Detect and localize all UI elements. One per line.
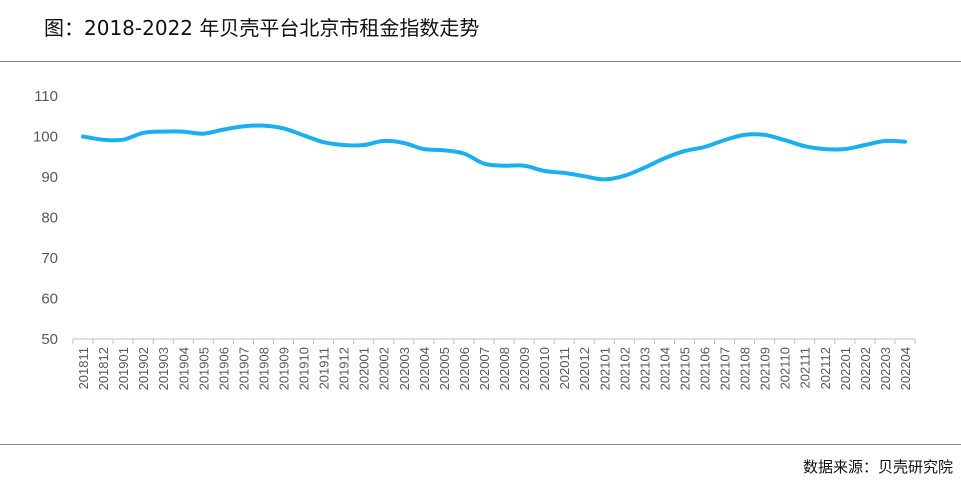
x-tick-label: 201906 xyxy=(216,347,231,390)
y-tick-label: 80 xyxy=(41,210,58,227)
x-tick-label: 201903 xyxy=(156,347,171,390)
x-tick-label: 202003 xyxy=(397,347,412,390)
x-tick-label: 202001 xyxy=(357,347,372,390)
x-tick-label: 202202 xyxy=(858,347,873,390)
x-tick-label: 201904 xyxy=(176,347,191,390)
x-tick-label: 202009 xyxy=(517,347,532,390)
bottom-divider xyxy=(0,444,961,445)
x-tick-label: 202012 xyxy=(577,347,592,390)
y-tick-label: 50 xyxy=(41,331,58,348)
chart-title: 图：2018-2022 年贝壳平台北京市租金指数走势 xyxy=(44,16,480,40)
x-tick-label: 202002 xyxy=(377,347,392,390)
x-tick-label: 202108 xyxy=(738,347,753,390)
series-line xyxy=(81,123,907,182)
x-tick-label: 202105 xyxy=(677,347,692,390)
x-tick-label: 201909 xyxy=(277,347,292,390)
x-tick-label: 201901 xyxy=(116,347,131,390)
x-tick-label: 202106 xyxy=(698,347,713,390)
x-tick-label: 202004 xyxy=(417,347,432,390)
source-note: 数据来源：贝壳研究院 xyxy=(802,458,953,476)
x-tick-label: 202111 xyxy=(798,347,813,388)
x-tick-label: 202112 xyxy=(818,347,833,389)
x-tick-label: 202010 xyxy=(537,347,552,390)
y-tick-label: 60 xyxy=(41,291,58,308)
x-tick-label: 201907 xyxy=(236,347,251,390)
y-tick-label: 70 xyxy=(41,250,58,267)
x-tick-label: 202201 xyxy=(838,347,853,390)
x-tick-label: 202109 xyxy=(758,347,773,390)
x-tick-label: 202203 xyxy=(878,347,893,390)
x-tick-label: 202008 xyxy=(497,347,512,390)
x-tick-label: 202011 xyxy=(557,347,572,389)
x-tick-label: 202103 xyxy=(637,347,652,390)
x-tick-label: 202102 xyxy=(617,347,632,390)
x-tick-label: 201811 xyxy=(76,347,91,389)
y-tick-label: 90 xyxy=(41,169,58,186)
x-tick-label: 201902 xyxy=(136,347,151,390)
x-tick-label: 201911 xyxy=(317,347,332,389)
top-divider xyxy=(0,61,961,62)
x-tick-label: 202110 xyxy=(778,347,793,389)
x-tick-label: 201908 xyxy=(256,347,271,390)
x-tick-label: 201905 xyxy=(196,347,211,390)
x-tick-label: 202107 xyxy=(718,347,733,390)
y-axis-ticks: 50 60 70 80 90 100 110 xyxy=(33,88,58,348)
x-tick-label: 202006 xyxy=(457,347,472,390)
x-tick-label: 201910 xyxy=(297,347,312,390)
y-tick-label: 110 xyxy=(34,88,58,105)
x-tick-label: 202101 xyxy=(597,347,612,390)
x-tick-label: 201812 xyxy=(96,347,111,390)
y-tick-label: 100 xyxy=(33,129,58,146)
x-tick-label: 202204 xyxy=(898,347,913,390)
x-tick-label: 201912 xyxy=(337,347,352,390)
x-tick-label: 202005 xyxy=(437,347,452,390)
x-tick-label: 202007 xyxy=(477,347,492,390)
x-tick-label: 202104 xyxy=(657,347,672,390)
x-axis-ticks: 201811 201812 201901 201902 201903 201904 2019… xyxy=(72,339,916,390)
line-chart: 50 60 70 80 90 100 110 201811 201812 201901 20190… xyxy=(33,88,916,390)
